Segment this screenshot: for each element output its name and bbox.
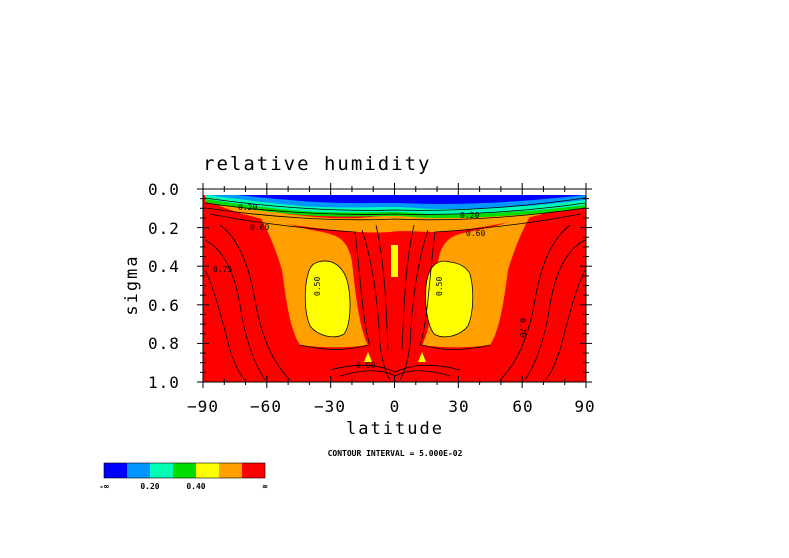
- colorbar-swatch: [150, 463, 173, 478]
- x-axis-label: latitude: [346, 419, 444, 439]
- y-tick-label: 0.4: [148, 257, 180, 276]
- contour-label: 0.75: [213, 265, 232, 274]
- contour-label: 0.60: [466, 229, 485, 238]
- colorbar-label: ∞: [263, 482, 268, 491]
- y-tick-label: 0.6: [148, 296, 180, 315]
- axis-ticks: [197, 183, 592, 388]
- region-yellow-left: [305, 260, 351, 337]
- colorbar-swatch: [173, 463, 196, 478]
- x-tick-label: 60: [512, 397, 533, 416]
- x-tick-label: 90: [574, 397, 595, 416]
- colorbar-label: 0.40: [186, 482, 205, 491]
- chart-title: relative humidity: [203, 153, 431, 175]
- colorbar-swatch: [242, 463, 265, 478]
- x-tick-label: −60: [250, 397, 282, 416]
- colorbar-swatch: [219, 463, 242, 478]
- colorbar-labels: -∞ 0.20 0.40 ∞: [99, 482, 267, 491]
- contour-label: 0.20: [460, 211, 479, 220]
- contour-label: 0.20: [238, 203, 257, 212]
- colorbar-swatch: [127, 463, 150, 478]
- y-axis: 0.0 0.2 0.4 0.6 0.8 1.0: [148, 180, 180, 392]
- y-tick-label: 0.2: [148, 219, 180, 238]
- y-tick-label: 1.0: [148, 373, 180, 392]
- y-tick-label: 0.0: [148, 180, 180, 199]
- colorbar-frame: [103, 462, 266, 479]
- region-yellow-center: [391, 245, 398, 277]
- x-tick-label: 0: [390, 397, 401, 416]
- region-orange-top: [220, 200, 570, 233]
- contour-label: 0.60: [250, 223, 269, 232]
- colorbar-swatch: [104, 463, 127, 478]
- contour-label: 0.50: [435, 277, 444, 296]
- colorbar-label: -∞: [99, 482, 109, 491]
- region-yellow-surface-right: [418, 352, 426, 362]
- x-tick-label: −30: [314, 397, 346, 416]
- colorbar: [103, 462, 266, 479]
- y-tick-label: 0.8: [148, 334, 180, 353]
- y-axis-label: sigma: [122, 254, 142, 315]
- contour-interval-text: CONTOUR INTERVAL = 5.000E-02: [328, 449, 463, 458]
- contour-label: 0.70: [518, 318, 527, 337]
- x-axis: −90 −60 −30 0 30 60 90: [187, 397, 595, 416]
- region-yellow-right: [425, 261, 473, 337]
- contour-label: 0.90: [356, 361, 375, 370]
- contour-label: 0.50: [313, 277, 322, 296]
- colorbar-swatch: [196, 463, 219, 478]
- contour-field: 0.20 0.60 0.20 0.60 0.75 0.50 0.50 0.70 …: [203, 189, 586, 382]
- x-tick-label: 30: [448, 397, 469, 416]
- x-tick-label: −90: [187, 397, 219, 416]
- colorbar-label: 0.20: [140, 482, 159, 491]
- region-yellow-surface-left: [364, 352, 372, 362]
